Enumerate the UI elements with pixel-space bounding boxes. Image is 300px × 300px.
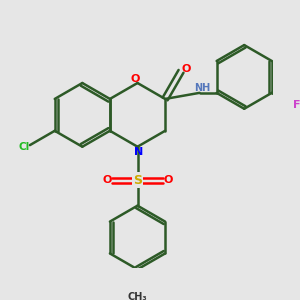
Text: O: O bbox=[130, 74, 140, 84]
Text: NH: NH bbox=[194, 83, 210, 93]
Text: CH₃: CH₃ bbox=[128, 292, 147, 300]
Text: S: S bbox=[133, 174, 142, 187]
Text: O: O bbox=[164, 175, 173, 185]
Text: Cl: Cl bbox=[18, 142, 29, 152]
Text: N: N bbox=[134, 147, 143, 158]
Text: F: F bbox=[293, 100, 300, 110]
Text: O: O bbox=[102, 175, 112, 185]
Text: O: O bbox=[182, 64, 191, 74]
